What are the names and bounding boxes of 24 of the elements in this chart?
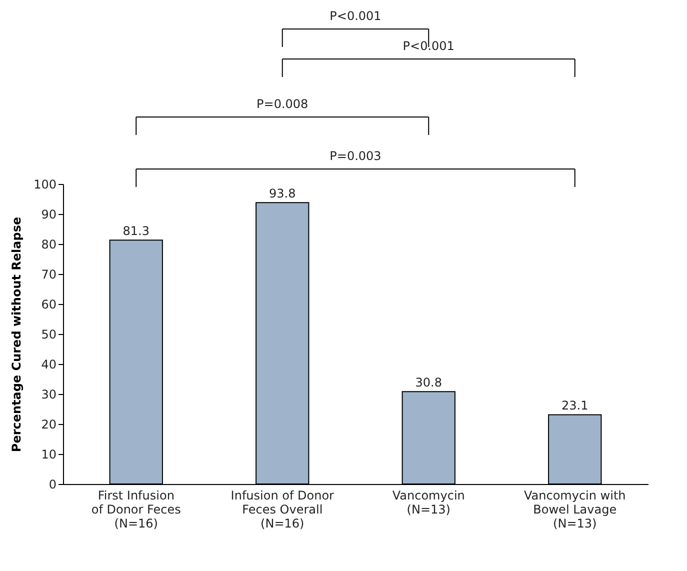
- text: P<0.001: [402, 39, 454, 53]
- y-tick-label: 60: [41, 298, 56, 312]
- y-tick-label: 70: [41, 268, 56, 282]
- y-tick-label: 50: [41, 328, 56, 342]
- data-label: 30.8: [415, 376, 442, 390]
- y-tick-label: 80: [41, 238, 56, 252]
- x-tick-label: Vancomycin (N=13): [392, 488, 465, 516]
- y-tick-label: 20: [41, 418, 56, 432]
- data-label: 23.1: [562, 398, 588, 413]
- x-tick-label: First Infusion of Donor Feces (N=16): [91, 488, 181, 530]
- x-tick-label: Infusion of Donor Feces Overall (N=16): [230, 488, 334, 530]
- data-label: 81.3: [122, 224, 150, 238]
- y-tick-label: 90: [41, 208, 56, 222]
- y-tick-label: 30: [41, 388, 56, 402]
- y-tick-label: 0: [48, 478, 56, 492]
- text: P=0.008: [256, 97, 308, 111]
- y-tick-label: 100: [34, 178, 56, 192]
- y-axis-title: Percentage Cured without Relapse: [10, 216, 24, 452]
- y-tick-label: 40: [41, 358, 56, 372]
- text: P=0.003: [330, 149, 382, 163]
- y-tick-label: 10: [41, 448, 56, 462]
- text: P<0.001: [330, 9, 382, 23]
- x-tick-label: Vancomycin with Bowel Lavage (N=13): [524, 488, 626, 530]
- data-label: 93.8: [269, 186, 296, 201]
